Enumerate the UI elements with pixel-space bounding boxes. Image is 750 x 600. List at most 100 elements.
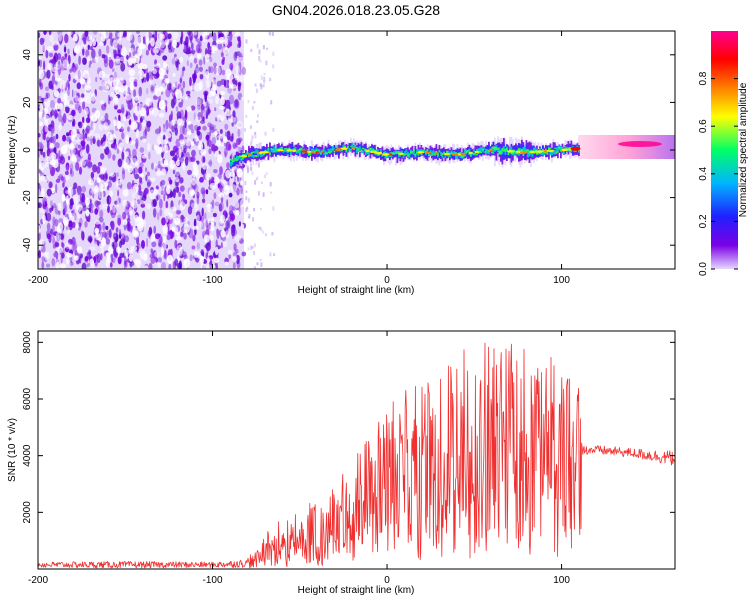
ridge-core	[395, 152, 397, 154]
noise-speck	[244, 180, 247, 185]
noise-gap	[186, 53, 193, 59]
ridge-core	[375, 154, 378, 156]
ridge-core	[498, 150, 501, 154]
ridge-hotspot	[320, 150, 324, 153]
ridge-core	[285, 148, 288, 150]
noise-gap	[177, 253, 181, 262]
noise-speck	[107, 149, 112, 159]
noise-speck	[250, 138, 253, 144]
noise-speck	[189, 76, 192, 87]
noise-gap	[104, 85, 110, 90]
noise-speck	[144, 127, 147, 136]
ridge-core	[410, 150, 412, 154]
ridge-mid	[414, 148, 417, 157]
spectrogram-noise-region	[38, 31, 276, 269]
ridge-inner	[510, 146, 513, 153]
noise-gap	[57, 222, 64, 232]
noise-speck	[89, 203, 94, 210]
ridge-mid	[321, 151, 324, 156]
noise-speck	[98, 86, 104, 91]
noise-speck	[263, 174, 266, 179]
noise-gap	[102, 141, 108, 149]
noise-speck	[226, 162, 231, 169]
noise-speck	[102, 173, 108, 182]
noise-gap	[218, 192, 225, 198]
noise-gap	[232, 255, 238, 263]
noise-speck	[83, 36, 87, 45]
noise-speck	[53, 52, 59, 63]
noise-speck	[239, 238, 244, 244]
noise-gap	[228, 79, 233, 89]
noise-speck	[86, 161, 92, 169]
noise-speck	[144, 187, 149, 195]
noise-speck	[176, 62, 179, 71]
noise-speck	[76, 82, 82, 90]
ridge-inner	[402, 153, 405, 159]
noise-speck	[94, 200, 100, 208]
noise-speck	[151, 199, 155, 208]
noise-speck	[106, 230, 110, 235]
noise-gap	[78, 31, 84, 39]
noise-speck	[129, 260, 133, 268]
noise-gap	[158, 112, 165, 118]
noise-gap	[170, 119, 176, 126]
noise-speck	[197, 130, 201, 136]
noise-speck	[256, 120, 259, 123]
ridge-core	[362, 147, 364, 150]
noise-speck	[205, 100, 210, 108]
noise-speck	[133, 89, 137, 98]
noise-speck	[117, 217, 122, 226]
ridge-core	[236, 159, 238, 162]
ridge-inner	[390, 153, 393, 158]
ridge-hotspot	[424, 151, 432, 154]
noise-speck	[198, 43, 202, 51]
noise-gap	[136, 36, 143, 47]
noise-speck	[183, 254, 188, 260]
ridge-inner	[356, 148, 358, 154]
ridge-core	[423, 149, 426, 151]
noise-gap	[126, 32, 133, 41]
noise-gap	[183, 258, 190, 269]
noise-speck	[211, 137, 217, 145]
ridge-inner	[273, 146, 276, 152]
noise-speck	[172, 169, 176, 175]
ridge-inner	[284, 148, 286, 152]
noise-speck	[266, 47, 269, 50]
noise-gap	[70, 128, 78, 139]
snr-frame	[37, 330, 676, 570]
ridge-inner	[299, 149, 301, 154]
noise-speck	[122, 211, 127, 220]
y-tick-label: -20	[22, 190, 33, 205]
ridge-hotspot	[311, 150, 315, 154]
noise-speck	[189, 35, 193, 44]
y-tick-label: 20	[22, 96, 33, 108]
noise-gap	[73, 138, 80, 143]
ridge-mid	[264, 152, 267, 157]
noise-gap	[119, 56, 127, 62]
noise-speck	[53, 252, 59, 258]
ridge-inner	[351, 142, 354, 148]
noise-gap	[234, 75, 240, 81]
noise-speck	[205, 228, 210, 237]
noise-speck	[176, 111, 182, 120]
ridge-core	[243, 153, 246, 156]
noise-speck	[162, 134, 166, 140]
noise-gap	[175, 169, 181, 177]
noise-speck	[262, 45, 265, 50]
ridge-core	[345, 149, 348, 152]
noise-gap	[89, 258, 95, 267]
noise-gap	[132, 97, 136, 106]
noise-gap	[49, 34, 54, 42]
noise-gap	[87, 179, 94, 186]
noise-gap	[207, 218, 213, 224]
noise-speck	[74, 213, 77, 221]
noise-speck	[146, 106, 150, 117]
ridge-hotspot	[397, 152, 405, 155]
noise-gap	[86, 76, 91, 85]
noise-gap	[200, 149, 207, 156]
noise-speck	[152, 144, 155, 151]
ridge-core	[408, 153, 411, 155]
ridge-core	[462, 155, 465, 157]
noise-gap	[69, 146, 73, 155]
noise-gap	[100, 247, 104, 254]
